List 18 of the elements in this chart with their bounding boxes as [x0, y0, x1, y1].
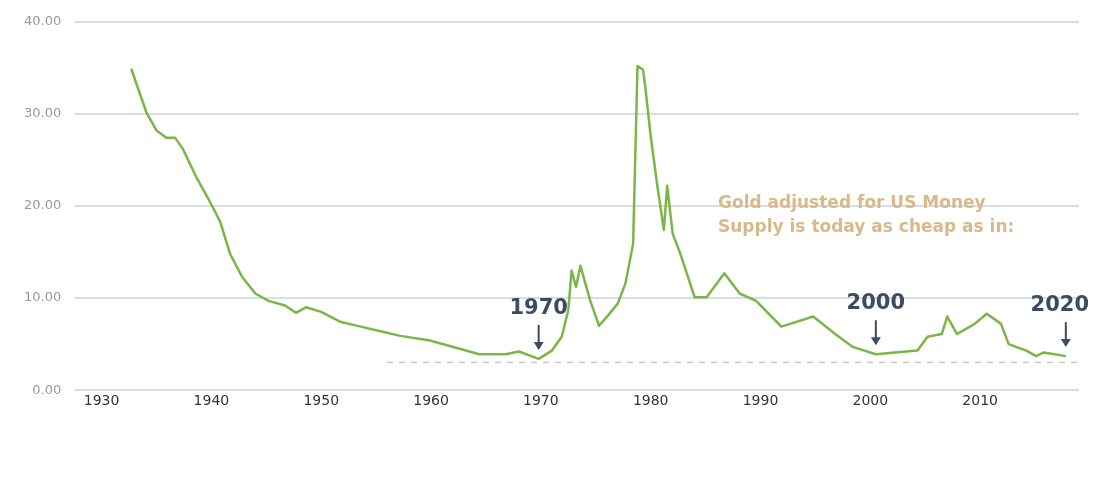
y-tick-label: 30.00: [24, 105, 62, 121]
x-tick-label: 1950: [303, 392, 340, 409]
x-tick-label: 1930: [83, 392, 120, 409]
annotation: 2020: [1030, 292, 1089, 317]
x-tick-label: 1940: [193, 392, 230, 409]
x-tick-label: 1990: [742, 392, 779, 409]
y-tick-label: 20.00: [24, 197, 62, 213]
y-tick-label: 10.00: [24, 289, 62, 305]
x-tick-label: 2010: [962, 392, 998, 409]
y-tick-label: 0.00: [32, 381, 62, 397]
annotation: 1970: [509, 294, 568, 319]
x-tick-label: 2000: [852, 392, 889, 409]
x-tick-label: 1980: [632, 392, 669, 409]
y-tick-label: 40.00: [24, 13, 62, 29]
annotation: Gold adjusted for US Money Supply is today as cheap as in:: [718, 191, 1016, 238]
annotation: 2000: [846, 290, 906, 315]
x-tick-label: 1970: [523, 392, 559, 409]
x-tick-label: 1960: [413, 392, 449, 409]
